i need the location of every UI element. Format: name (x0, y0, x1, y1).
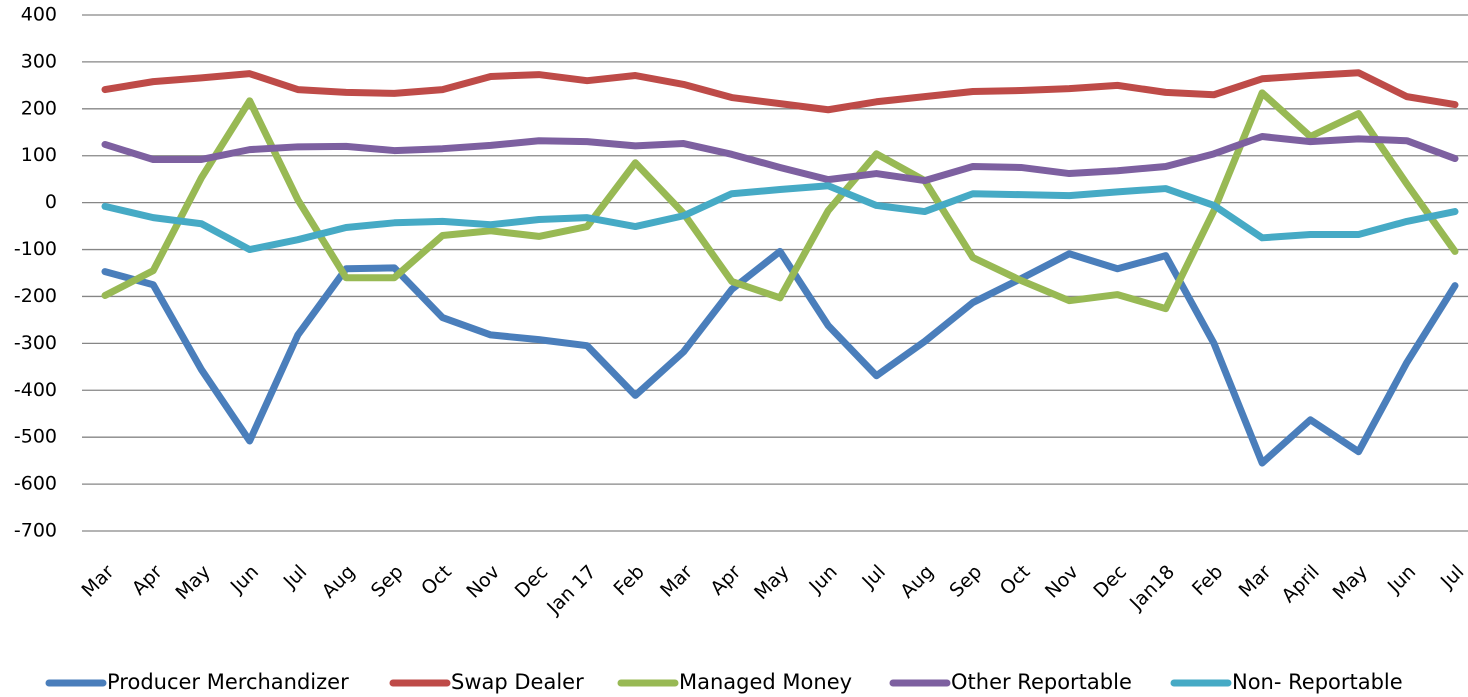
x-tick-label: Oct (996, 561, 1035, 600)
y-tick-label: -500 (14, 426, 57, 448)
legend-label: Non- Reportable (1232, 670, 1403, 694)
x-tick-label: Jul (1436, 561, 1468, 593)
x-tick-label: Mar (656, 561, 697, 602)
y-tick-label: 0 (45, 191, 57, 213)
x-tick-label: Oct (417, 561, 456, 600)
series-line (101, 89, 1459, 313)
x-tick-label: Nov (1041, 561, 1083, 603)
x-tick-label: Jul (857, 561, 889, 593)
series-line (101, 69, 1459, 114)
x-tick-label: Feb (609, 561, 648, 600)
x-tick-label: Feb (1188, 561, 1227, 600)
x-tick-label: Sep (367, 561, 408, 602)
y-tick-label: -300 (14, 332, 57, 354)
x-tick-label: Apr (706, 561, 745, 600)
x-tick-label: Jan18 (1125, 561, 1179, 615)
series-line (101, 247, 1459, 467)
x-tick-label: Dec (511, 561, 553, 603)
y-tick-label: 100 (21, 144, 57, 166)
x-tick-label: Dec (1089, 561, 1131, 603)
x-tick-label: Jun (226, 561, 263, 598)
legend-label: Other Reportable (951, 670, 1132, 694)
y-tick-label: -200 (14, 285, 57, 307)
x-tick-label: Sep (945, 561, 986, 602)
y-tick-label: -700 (14, 520, 57, 542)
x-tick-label: Aug (896, 561, 938, 603)
x-tick-label: Jan 17 (542, 561, 600, 619)
x-tick-label: Mar (1235, 561, 1276, 602)
x-tick-label: Nov (462, 561, 504, 603)
legend-label: Managed Money (679, 670, 852, 694)
x-tick-label: May (1329, 561, 1372, 604)
x-tick-label: May (750, 561, 793, 604)
y-tick-label: 200 (21, 97, 57, 119)
x-tick-label: Jul (279, 561, 311, 593)
y-tick-label: 400 (21, 4, 57, 26)
x-tick-label: Jun (804, 561, 841, 598)
y-tick-label: 300 (21, 50, 57, 72)
x-tick-label: Aug (318, 561, 360, 603)
y-tick-label: -600 (14, 473, 57, 495)
x-tick-label: April (1278, 561, 1324, 607)
legend-label: Producer Merchandizer (107, 670, 349, 694)
legend-label: Swap Dealer (451, 670, 584, 694)
series-line (101, 182, 1459, 254)
x-tick-label: Jun (1383, 561, 1420, 598)
x-tick-label: Mar (78, 561, 119, 602)
y-tick-label: -100 (14, 238, 57, 260)
x-tick-label: May (172, 561, 215, 604)
y-tick-label: -400 (14, 379, 57, 401)
series-line (101, 132, 1459, 185)
x-tick-label: Apr (128, 561, 167, 600)
